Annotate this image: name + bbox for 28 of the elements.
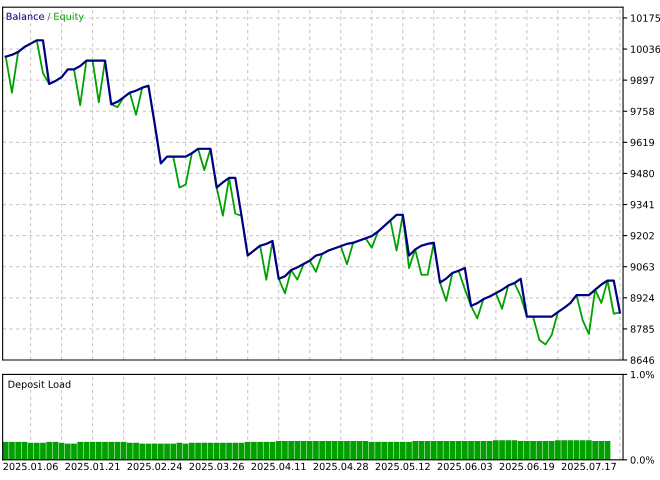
x-tick-label: 2025.01.06 — [3, 462, 58, 470]
y-tick-label: 8785 — [630, 325, 654, 333]
x-tick-label: 2025.04.28 — [314, 462, 368, 470]
x-tick-label: 2025.06.19 — [500, 462, 554, 470]
y-tick-label: 9480 — [630, 170, 654, 178]
x-tick-label: 2025.01.21 — [65, 462, 120, 470]
x-tick-label: 2025.06.03 — [438, 462, 492, 470]
x-tick-label: 2025.02.24 — [128, 462, 182, 470]
y-tick-label: 10175 — [631, 14, 660, 22]
y-tick-label: 9758 — [630, 108, 654, 116]
x-tick-label: 2025.05.12 — [376, 462, 430, 470]
text: Equity — [54, 12, 84, 22]
y-tick-label: 8646 — [630, 356, 654, 364]
text: Deposit Load — [8, 380, 70, 390]
y-tick-label: 0.0% — [630, 456, 654, 464]
text: Balance — [6, 12, 44, 20]
y-tick-label: 9897 — [630, 76, 654, 84]
y-tick-label: 10036 — [631, 46, 660, 53]
y-tick-label: 9341 — [630, 200, 654, 208]
x-tick-label: 2025.07.17 — [562, 462, 616, 470]
x-tick-label: 2025.04.11 — [252, 462, 306, 470]
y-tick-label: 9619 — [630, 138, 654, 146]
y-tick-label: 9202 — [630, 232, 654, 240]
x-tick-label: 2025.03.26 — [190, 462, 244, 470]
annotation: / — [47, 12, 51, 21]
y-tick-label: 1.0% — [631, 370, 654, 378]
y-tick-label: 8924 — [630, 294, 654, 302]
y-tick-label: 9063 — [630, 263, 654, 271]
